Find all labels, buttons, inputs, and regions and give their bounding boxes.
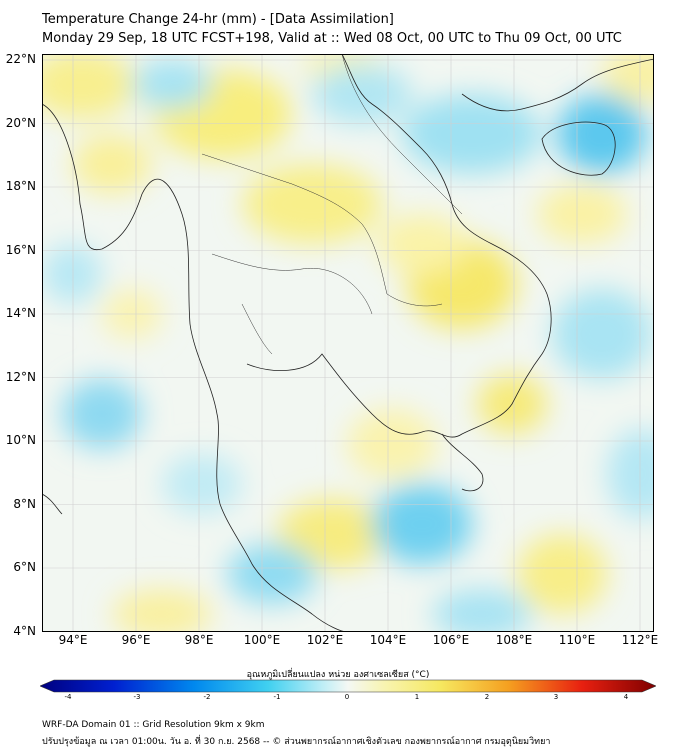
lon-label: 112°E xyxy=(621,633,659,647)
map-frame xyxy=(42,54,654,632)
colorbar-tick: -2 xyxy=(203,693,211,701)
colorbar-tick: 0 xyxy=(344,693,350,701)
lon-label: 100°E xyxy=(243,633,281,647)
colorbar-title: อุณหภูมิเปลี่ยนแปลง หน่วย องศาเซลเซียส (… xyxy=(246,670,430,680)
colorbar xyxy=(40,679,656,693)
colorbar-tick: -4 xyxy=(64,693,72,701)
lon-label: 98°E xyxy=(184,633,214,647)
colorbar-tick: 3 xyxy=(553,693,559,701)
lat-label: 22°N xyxy=(5,52,36,66)
graticule xyxy=(42,54,654,632)
lon-label: 96°E xyxy=(121,633,151,647)
lat-label: 18°N xyxy=(5,179,36,193)
lat-label: 10°N xyxy=(5,433,36,447)
map-panel[interactable] xyxy=(42,54,654,632)
footer-model-info: WRF-DA Domain 01 :: Grid Resolution 9km … xyxy=(42,720,265,730)
map-title: Temperature Change 24-hr (mm) - [Data As… xyxy=(42,12,394,27)
lat-label: 16°N xyxy=(5,243,36,257)
lat-label: 12°N xyxy=(5,370,36,384)
colorbar-tick: 4 xyxy=(623,693,629,701)
map-subtitle-valid-time: Monday 29 Sep, 18 UTC FCST+198, Valid at… xyxy=(42,31,622,46)
country-borders xyxy=(201,54,463,355)
lon-label: 110°E xyxy=(558,633,596,647)
lat-label: 8°N xyxy=(13,497,36,511)
lon-label: 104°E xyxy=(369,633,407,647)
lon-label: 108°E xyxy=(495,633,533,647)
colorbar-tick: -1 xyxy=(273,693,281,701)
colorbar-tick: 2 xyxy=(484,693,490,701)
colorbar-tick: -3 xyxy=(133,693,141,701)
lon-label: 94°E xyxy=(58,633,88,647)
lat-label: 14°N xyxy=(5,306,36,320)
coastlines xyxy=(42,54,654,632)
lon-label: 106°E xyxy=(432,633,470,647)
lat-label: 20°N xyxy=(5,116,36,130)
footer-credit: ปรับปรุงข้อมูล ณ เวลา 01:00น. วัน อ. ที่… xyxy=(42,737,551,747)
colorbar-tick: 1 xyxy=(414,693,420,701)
lat-label: 6°N xyxy=(13,560,36,574)
temperature-change-map[interactable] xyxy=(42,54,654,632)
lat-label: 4°N xyxy=(13,624,36,638)
lon-label: 102°E xyxy=(306,633,344,647)
